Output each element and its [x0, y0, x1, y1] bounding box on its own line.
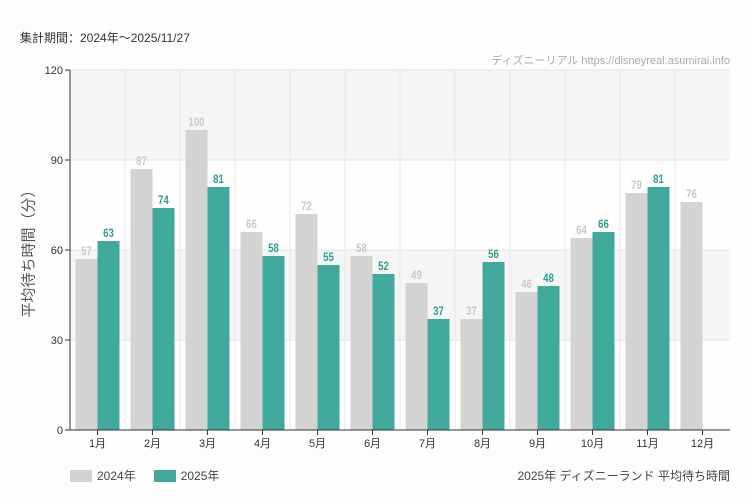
bar-2024: [295, 214, 318, 430]
x-tick-label: 12月: [691, 438, 714, 450]
data-label: 79: [631, 179, 642, 192]
x-tick-label: 8月: [474, 438, 491, 450]
data-label: 66: [246, 218, 257, 231]
x-tick-label: 5月: [309, 438, 326, 450]
legend-item-2025[interactable]: 2025年: [153, 467, 220, 484]
data-label: 74: [158, 194, 169, 207]
legend-swatch: [153, 469, 176, 482]
bar-2025: [97, 241, 120, 430]
y-tick-label: 120: [45, 65, 63, 77]
legend-label: 2025年: [180, 469, 220, 483]
bar-2024: [240, 232, 263, 430]
data-label: 48: [543, 272, 554, 285]
bar-2024: [680, 202, 703, 430]
bar-2024: [460, 319, 483, 430]
data-label: 37: [433, 305, 444, 318]
data-label: 56: [488, 248, 499, 261]
data-label: 81: [653, 173, 664, 186]
data-label: 46: [521, 278, 532, 291]
bar-2025: [592, 232, 615, 430]
bar-2025: [427, 319, 450, 430]
data-label: 66: [598, 218, 609, 231]
y-tick-label: 90: [51, 155, 63, 167]
y-tick-label: 60: [51, 245, 63, 257]
credit-label: ディズニーリアル https://disneyreal.asumirai.inf…: [491, 55, 730, 67]
x-tick-label: 6月: [364, 438, 381, 450]
y-tick-label: 0: [57, 425, 63, 437]
x-tick-label: 4月: [254, 438, 271, 450]
y-tick-label: 30: [51, 335, 63, 347]
bar-2024: [75, 259, 98, 430]
bar-2025: [262, 256, 285, 430]
data-label: 76: [686, 188, 697, 201]
x-tick-label: 3月: [199, 438, 216, 450]
bar-2025: [372, 274, 395, 430]
bar-2024: [570, 238, 593, 430]
legend-item-2024[interactable]: 2024年: [70, 467, 136, 484]
bar-2025: [317, 265, 340, 430]
data-label: 63: [103, 227, 114, 240]
data-label: 37: [466, 305, 477, 318]
chart-caption: 2025年 ディズニーランド 平均待ち時間: [517, 469, 730, 483]
bar-2025: [152, 208, 175, 430]
data-label: 87: [136, 155, 147, 168]
x-tick-label: 1月: [89, 438, 106, 450]
data-label: 55: [323, 251, 334, 264]
bar-2024: [625, 193, 648, 430]
legend: 2024年 2025年: [70, 467, 219, 484]
legend-swatch: [70, 469, 92, 482]
legend-label: 2024年: [97, 469, 136, 483]
x-tick-label: 11月: [636, 438, 658, 450]
data-label: 100: [188, 116, 204, 129]
bar-2024: [130, 169, 153, 430]
bar-2024: [185, 130, 208, 430]
data-label: 58: [356, 242, 367, 255]
data-label: 64: [576, 224, 587, 237]
x-tick-label: 10月: [581, 438, 604, 450]
bar-2025: [537, 286, 560, 430]
bar-2025: [647, 187, 670, 430]
bar-2024: [350, 256, 373, 430]
bar-2024: [515, 292, 538, 430]
data-label: 81: [213, 173, 224, 186]
data-label: 72: [301, 200, 312, 213]
x-tick-label: 2月: [144, 438, 161, 450]
bar-2025: [207, 187, 230, 430]
bar-2025: [482, 262, 505, 430]
period-label: 集計期間：2024年～2025/11/27: [20, 31, 190, 45]
data-label: 52: [378, 260, 389, 273]
data-label: 58: [268, 242, 279, 255]
y-axis-label: 平均待ち時間（分）: [20, 182, 38, 318]
data-label: 49: [411, 269, 422, 282]
data-label: 57: [81, 245, 92, 258]
x-tick-label: 9月: [529, 438, 546, 450]
bar-2024: [405, 283, 428, 430]
x-tick-label: 7月: [419, 438, 436, 450]
